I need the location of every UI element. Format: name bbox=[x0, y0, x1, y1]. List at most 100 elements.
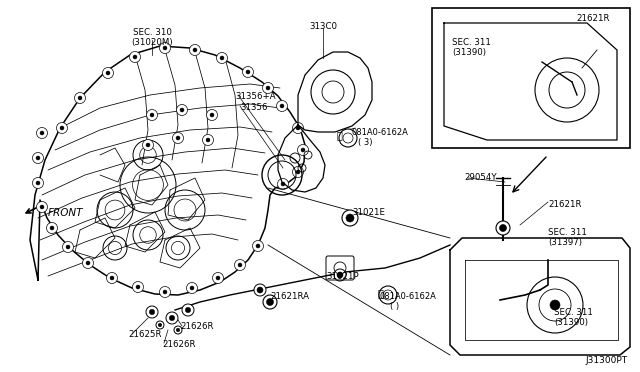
Circle shape bbox=[74, 93, 86, 103]
Circle shape bbox=[36, 181, 40, 185]
Text: 21625R: 21625R bbox=[128, 330, 161, 339]
Circle shape bbox=[292, 122, 303, 134]
Text: 21621R: 21621R bbox=[576, 14, 609, 23]
Text: 313C0: 313C0 bbox=[309, 22, 337, 31]
Bar bbox=[432, 8, 630, 148]
Circle shape bbox=[173, 132, 184, 144]
Circle shape bbox=[47, 222, 58, 234]
Circle shape bbox=[266, 298, 273, 305]
Circle shape bbox=[106, 273, 118, 283]
Circle shape bbox=[257, 287, 263, 293]
Circle shape bbox=[296, 170, 300, 174]
Circle shape bbox=[496, 221, 510, 235]
Circle shape bbox=[106, 71, 110, 75]
Circle shape bbox=[216, 52, 227, 64]
Circle shape bbox=[220, 56, 224, 60]
Text: ( 3): ( 3) bbox=[358, 138, 372, 147]
Circle shape bbox=[146, 306, 158, 318]
Circle shape bbox=[60, 126, 64, 130]
Circle shape bbox=[36, 128, 47, 138]
Circle shape bbox=[190, 286, 194, 290]
Circle shape bbox=[102, 67, 113, 78]
Text: 21626R: 21626R bbox=[162, 340, 195, 349]
Circle shape bbox=[36, 156, 40, 160]
Circle shape bbox=[186, 282, 198, 294]
Circle shape bbox=[180, 108, 184, 112]
Circle shape bbox=[254, 284, 266, 296]
Circle shape bbox=[262, 83, 273, 93]
Circle shape bbox=[66, 245, 70, 249]
Circle shape bbox=[550, 300, 560, 310]
Circle shape bbox=[56, 122, 67, 134]
Circle shape bbox=[246, 70, 250, 74]
Circle shape bbox=[243, 67, 253, 77]
Text: 21626R: 21626R bbox=[180, 322, 214, 331]
Circle shape bbox=[238, 263, 242, 267]
Text: (31020M): (31020M) bbox=[131, 38, 173, 47]
Circle shape bbox=[276, 100, 287, 112]
Circle shape bbox=[253, 241, 264, 251]
Circle shape bbox=[292, 167, 303, 177]
Circle shape bbox=[159, 286, 170, 298]
Circle shape bbox=[129, 51, 141, 62]
Circle shape bbox=[266, 86, 270, 90]
Circle shape bbox=[339, 129, 357, 147]
Text: 31021E: 31021E bbox=[352, 208, 385, 217]
Text: 31021P: 31021P bbox=[326, 272, 358, 281]
Circle shape bbox=[234, 260, 246, 270]
Circle shape bbox=[33, 177, 44, 189]
Text: 29054Y: 29054Y bbox=[464, 173, 497, 182]
Circle shape bbox=[63, 241, 74, 253]
Circle shape bbox=[86, 261, 90, 265]
Circle shape bbox=[342, 210, 358, 226]
Circle shape bbox=[263, 295, 277, 309]
Text: SEC. 311: SEC. 311 bbox=[548, 228, 587, 237]
Circle shape bbox=[182, 304, 194, 316]
Circle shape bbox=[346, 214, 354, 222]
Circle shape bbox=[298, 144, 308, 155]
Circle shape bbox=[146, 143, 150, 147]
Circle shape bbox=[147, 109, 157, 121]
Circle shape bbox=[206, 138, 210, 142]
Circle shape bbox=[202, 135, 214, 145]
Text: Ⓑ: Ⓑ bbox=[377, 288, 383, 298]
Circle shape bbox=[334, 269, 346, 281]
Circle shape bbox=[177, 105, 188, 115]
Circle shape bbox=[296, 126, 300, 130]
Circle shape bbox=[50, 226, 54, 230]
Text: J31300PT: J31300PT bbox=[586, 356, 628, 365]
Circle shape bbox=[149, 309, 155, 315]
Circle shape bbox=[499, 224, 506, 231]
Circle shape bbox=[210, 113, 214, 117]
Text: (31397): (31397) bbox=[548, 238, 582, 247]
Circle shape bbox=[176, 328, 180, 332]
Circle shape bbox=[337, 272, 343, 278]
Text: SEC. 310: SEC. 310 bbox=[132, 28, 172, 37]
Circle shape bbox=[176, 136, 180, 140]
Circle shape bbox=[83, 257, 93, 269]
Text: 081A0-6162A: 081A0-6162A bbox=[352, 128, 409, 137]
Text: ( ): ( ) bbox=[390, 302, 399, 311]
Circle shape bbox=[158, 323, 162, 327]
Text: Ⓑ: Ⓑ bbox=[336, 130, 342, 140]
Circle shape bbox=[170, 315, 175, 321]
Circle shape bbox=[136, 285, 140, 289]
Circle shape bbox=[150, 113, 154, 117]
Circle shape bbox=[212, 273, 223, 283]
Circle shape bbox=[216, 276, 220, 280]
Circle shape bbox=[280, 104, 284, 108]
Circle shape bbox=[193, 48, 197, 52]
Circle shape bbox=[166, 312, 178, 324]
Circle shape bbox=[256, 244, 260, 248]
Circle shape bbox=[156, 321, 164, 329]
Circle shape bbox=[186, 307, 191, 313]
Text: 21621RA: 21621RA bbox=[270, 292, 309, 301]
Circle shape bbox=[174, 326, 182, 334]
Circle shape bbox=[40, 205, 44, 209]
Circle shape bbox=[207, 109, 218, 121]
Circle shape bbox=[189, 45, 200, 55]
Text: 21621R: 21621R bbox=[548, 200, 582, 209]
Circle shape bbox=[110, 276, 114, 280]
Circle shape bbox=[301, 148, 305, 152]
Circle shape bbox=[33, 153, 44, 164]
